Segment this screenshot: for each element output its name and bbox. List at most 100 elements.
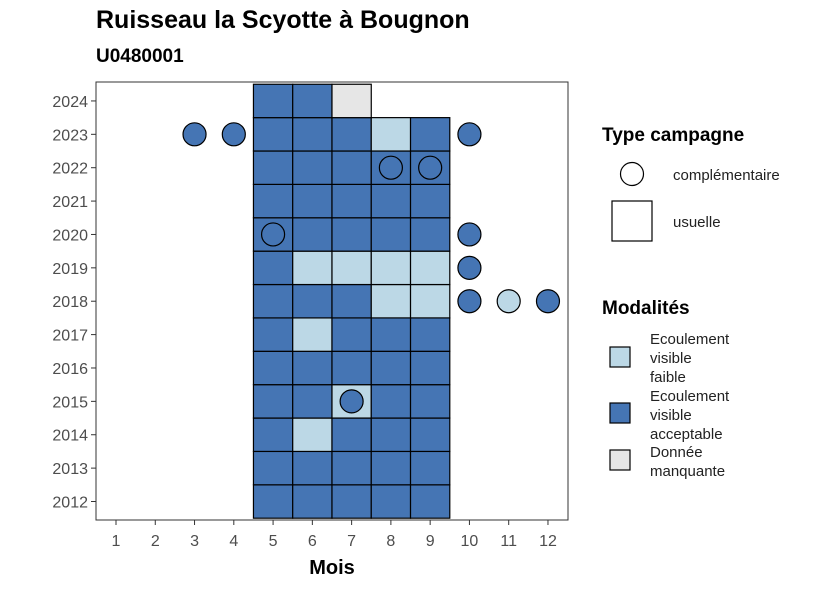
tile-2013-7 [331,450,372,486]
tile-2019-5 [252,250,294,286]
tile-2017-8 [370,317,412,352]
y-tick-label: 2015 [52,394,88,411]
tile-2023-9 [409,117,451,152]
tile-2013-9 [409,450,451,486]
x-axis-title: Mois [309,557,355,579]
tile-2018-5 [252,283,294,319]
tile-2018-6 [292,283,333,319]
tile-2014-7 [331,417,372,453]
x-tick-label: 5 [269,533,278,550]
tile-2021-5 [252,183,294,219]
tile-2023-6 [292,117,333,152]
x-tick-label: 11 [500,533,517,550]
tile-2014-8 [370,417,412,453]
x-tick-label: 10 [461,533,479,550]
tile-2024-6 [292,83,333,119]
tile-2019-7 [331,250,372,286]
tiles-layer [252,83,451,519]
tile-2013-6 [292,450,333,486]
tile-2024-5 [252,83,294,119]
x-tick-label: 1 [112,533,121,550]
chart-subtitle: U0480001 [96,46,184,67]
legend-circle-key [619,161,645,187]
tile-2018-9 [409,283,451,319]
y-tick-label: 2016 [52,361,88,378]
y-axis: 2012 2013 2014 2015 2016 2017 2018 2019 2020 2021… [52,94,96,512]
tile-2015-5 [252,384,294,419]
tile-2012-5 [252,484,294,519]
tile-2022-5 [252,150,294,185]
tile-2017-6 [292,317,333,352]
tile-2015-6 [292,384,333,419]
y-tick-label: 2021 [52,194,88,211]
legend-campaign-title: Type campagne [602,125,744,146]
point-2023-3 [182,122,207,147]
x-tick-label: 8 [386,533,395,550]
legend-modalite-key [609,449,631,471]
point-2018-11 [496,289,521,314]
tile-2023-8 [370,117,412,152]
tile-2013-5 [252,450,294,486]
tile-2015-9 [409,384,451,419]
legend-campaign-label: usuelle [673,214,721,231]
tile-2014-6 [292,417,333,453]
tile-2012-6 [292,484,333,519]
tile-2020-8 [370,217,412,252]
x-tick-label: 4 [229,533,238,550]
tile-2017-7 [331,317,372,352]
tile-2021-7 [331,183,372,219]
tile-2016-8 [370,350,412,386]
legend-modalite-label: Donnée manquante [650,444,725,480]
legend-campaign-label: complémentaire [673,167,780,184]
point-2020-10 [457,222,482,247]
tile-2021-6 [292,183,333,219]
tile-2022-7 [331,150,372,185]
tile-2012-9 [409,484,451,519]
legend-modalites-title: Modalités [602,298,690,319]
tile-2014-9 [409,417,451,453]
tile-2019-8 [370,250,412,286]
tile-2020-6 [292,217,333,252]
tile-2017-5 [252,317,294,352]
x-axis: 1 2 3 4 5 6 7 8 9 10 11 12 [112,520,557,550]
tile-2022-6 [292,150,333,185]
point-2018-12 [535,289,561,314]
tile-2016-5 [252,350,294,386]
y-tick-label: 2013 [52,461,88,478]
point-2019-10 [457,255,482,280]
x-tick-label: 9 [426,533,435,550]
tile-2017-9 [409,317,451,352]
y-tick-label: 2022 [52,161,88,178]
tile-2018-8 [370,283,412,319]
tile-2014-5 [252,417,294,453]
x-tick-label: 7 [347,533,356,550]
tile-2016-9 [409,350,451,386]
tile-2018-7 [331,283,372,319]
tile-2016-6 [292,350,333,386]
y-tick-label: 2023 [52,127,88,144]
x-tick-label: 6 [308,533,317,550]
y-tick-label: 2012 [52,495,88,512]
legend-modalite-label: Ecoulement visible faible [650,331,730,386]
point-2022-9 [418,155,443,180]
point-2022-8 [378,155,403,180]
legend-modalite-key [609,402,631,424]
tile-2020-9 [409,217,451,252]
y-tick-label: 2020 [52,227,88,244]
y-tick-label: 2024 [52,94,88,111]
y-tick-label: 2014 [52,428,88,445]
point-2023-4 [221,122,246,147]
tile-2023-5 [252,117,294,152]
legend: Type campagne complémentaire usuelle Modali… [602,125,780,480]
tile-2021-8 [370,183,412,219]
tile-2024-7 [331,83,372,119]
x-tick-label: 12 [539,533,557,550]
tile-2015-8 [370,384,412,419]
legend-modalite-key [609,346,631,368]
tile-2012-7 [331,484,372,519]
y-tick-label: 2018 [52,294,88,311]
point-2023-10 [457,122,482,147]
tile-2012-8 [370,484,412,519]
points-layer [182,122,561,414]
